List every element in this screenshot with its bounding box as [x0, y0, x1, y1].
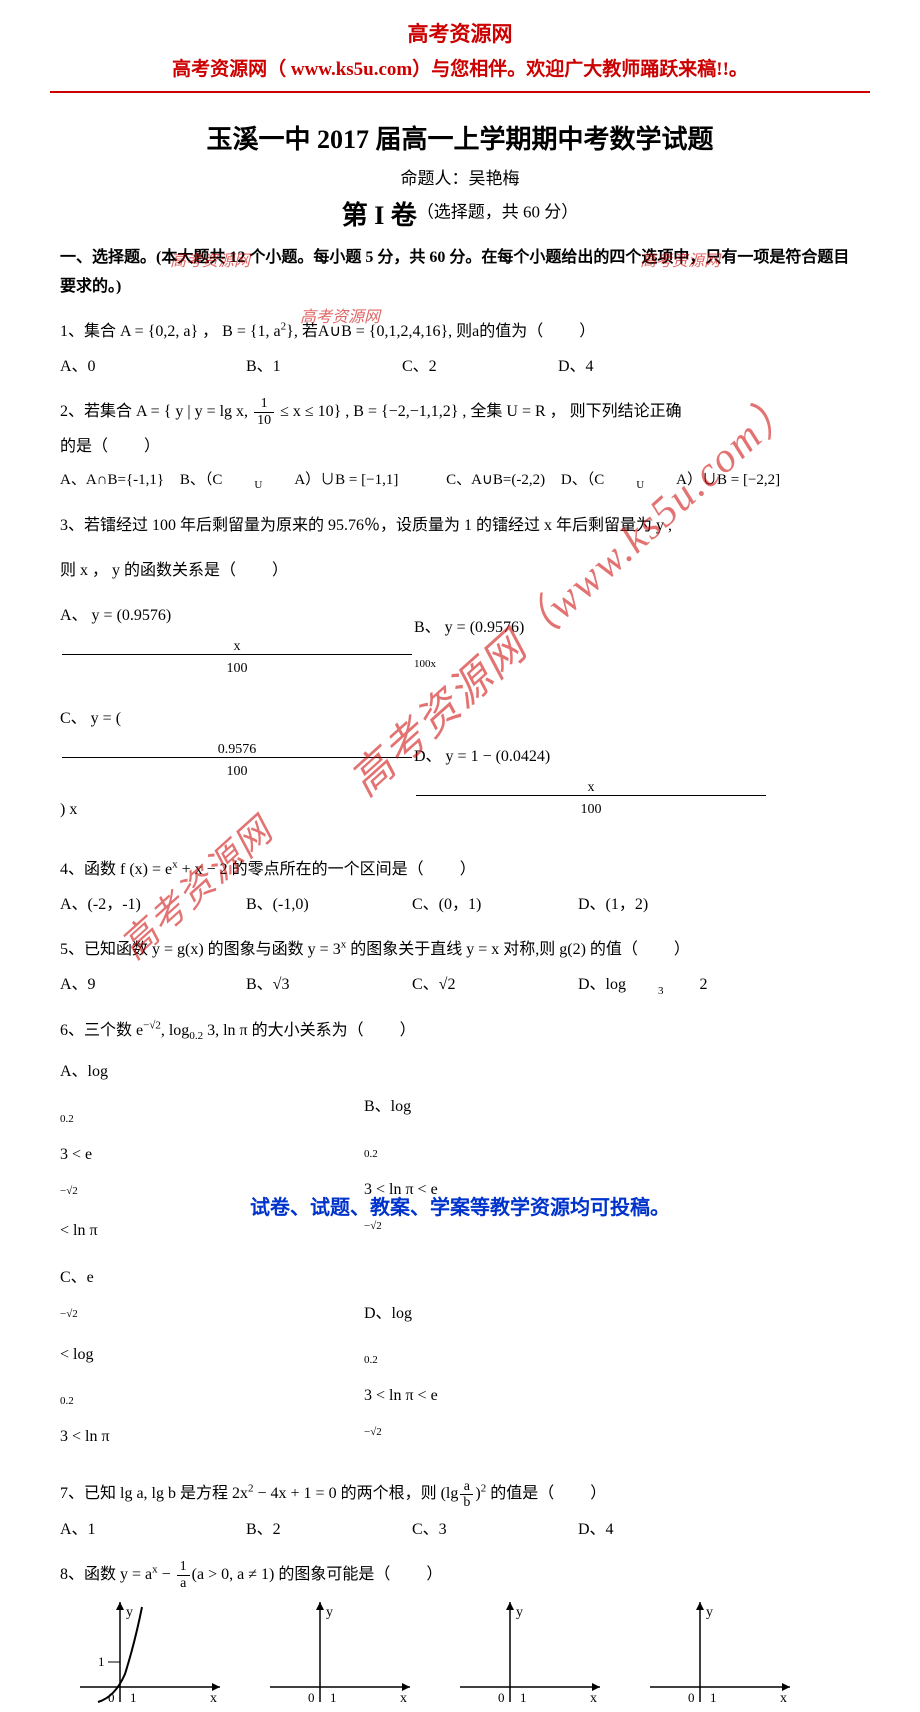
site-title: 高考资源网 — [0, 0, 920, 48]
svg-text:1: 1 — [130, 1690, 137, 1705]
q4-opt-a: A、(-2，-1) — [60, 887, 210, 922]
svg-text:x: x — [590, 1691, 597, 1706]
question-1: 1、集合 A = {0,2, a} ， B = {1, a2}, 若A∪B = … — [60, 314, 860, 384]
q2-text-c: 的是（ — [60, 438, 108, 455]
q5-opt-a: A、9 — [60, 967, 210, 1002]
q2-opt-b: B、（CUA）∪B = [−1,1] — [180, 464, 430, 497]
q2-frac: 110 — [254, 396, 274, 428]
q2-opt-a: A、A∩B={-1,1} — [60, 464, 164, 497]
header-divider — [50, 91, 870, 93]
q8-graphs: y x 0 1 1 y x 0 1 y x 0 1 — [0, 1602, 920, 1712]
question-2: 2、若集合 A = { y | y = lg x, 110 ≤ x ≤ 10} … — [60, 394, 860, 498]
q5-text: 5、已知函数 y = g(x) 的图象与函数 y = 3 — [60, 941, 341, 958]
svg-text:y: y — [516, 1605, 523, 1620]
q2-opt-d: D、（CUA）∪B = [−2,2] — [561, 464, 812, 497]
q1-opt-c: C、2 — [402, 349, 522, 384]
q3-options: A、 y = (0.9576)x100 B、 y = (0.9576)100x … — [60, 598, 860, 842]
q1-opt-a: A、0 — [60, 349, 210, 384]
svg-text:1: 1 — [98, 1654, 105, 1669]
q4-opt-d: D、(1，2) — [578, 887, 648, 922]
q2-opt-c: C、A∪B=(-2,2) — [446, 464, 545, 497]
graph-c: y x 0 1 — [460, 1602, 610, 1712]
question-7: 7、已知 lg a, lg b 是方程 2x2 − 4x + 1 = 0 的两个… — [60, 1476, 860, 1546]
q7-options: A、1 B、2 C、3 D、4 — [60, 1512, 860, 1547]
svg-text:0: 0 — [688, 1690, 695, 1705]
q3-opt-c: C、 y = (0.9576100) x — [60, 701, 410, 833]
site-tagline: 高考资源网（ www.ks5u.com）与您相伴。欢迎广大教师踊跃来稿!!。 — [0, 48, 920, 87]
q3-text-a: 3、若镭经过 100 年后剩留量为原来的 95.76％，设质量为 1 的镭经过 … — [60, 508, 860, 543]
q4-opt-c: C、(0，1) — [412, 887, 542, 922]
q6-opt-c: C、e−√2 < log0.2 3 < ln π — [60, 1260, 360, 1460]
q1-text-b: }, 若A∪B = {0,1,2,4,16}, 则a的值为（ — [286, 323, 543, 340]
svg-text:x: x — [400, 1691, 407, 1706]
section-label: 第 I 卷（选择题，共 60 分） — [0, 193, 920, 244]
q4-text-b: + x − 2 的零点所在的一个区间是（ — [178, 861, 424, 878]
content-area: 一、选择题。(本大题共 12 个小题。每小题 5 分，共 60 分。在每个小题给… — [0, 244, 920, 1592]
q6-opt-b: B、log0.2 3 < ln π < e−√2 — [364, 1089, 714, 1248]
q1-options: A、0 B、1 C、2 D、4 — [60, 349, 860, 384]
exam-author: 命题人：吴艳梅 — [0, 160, 920, 193]
q5-opt-c: C、√2 — [412, 967, 542, 1002]
svg-text:0: 0 — [108, 1690, 115, 1705]
graph-b: y x 0 1 — [270, 1602, 420, 1712]
svg-text:x: x — [210, 1691, 217, 1706]
svg-text:1: 1 — [710, 1690, 717, 1705]
question-6: 6、三个数 e−√2, log0.2 3, ln π 的大小关系为（） A、lo… — [60, 1013, 860, 1467]
question-4: 4、函数 f (x) = ex + x − 2 的零点所在的一个区间是（） A、… — [60, 852, 860, 922]
svg-text:0: 0 — [308, 1690, 315, 1705]
footer-note: 试卷、试题、教案、学案等教学资源均可投稿。 — [0, 1191, 920, 1220]
exam-title: 玉溪一中 2017 届高一上学期期中考数学试题 — [0, 111, 920, 160]
q6-text: 6、三个数 e — [60, 1022, 143, 1039]
q7-opt-d: D、4 — [578, 1512, 614, 1547]
q2-text-b: ≤ x ≤ 10} , B = {−2,−1,1,2} , 全集 U = R ，… — [280, 403, 682, 420]
q5-opt-b: B、√3 — [246, 967, 376, 1002]
q4-text: 4、函数 f (x) = e — [60, 861, 172, 878]
q5-options: A、9 B、√3 C、√2 D、log3 2 — [60, 967, 860, 1002]
q5-opt-d: D、log3 2 — [578, 967, 708, 1002]
graph-a: y x 0 1 1 — [80, 1602, 230, 1712]
svg-text:1: 1 — [520, 1690, 527, 1705]
q7-opt-c: C、3 — [412, 1512, 542, 1547]
svg-text:0: 0 — [498, 1690, 505, 1705]
svg-text:y: y — [326, 1605, 333, 1620]
instructions: 一、选择题。(本大题共 12 个小题。每小题 5 分，共 60 分。在每个小题给… — [60, 244, 860, 302]
q4-opt-b: B、(-1,0) — [246, 887, 376, 922]
q2-text-a: 2、若集合 A = { y | y = lg x, — [60, 403, 248, 420]
q1-opt-d: D、4 — [558, 349, 594, 384]
question-5: 5、已知函数 y = g(x) 的图象与函数 y = 3x 的图象关于直线 y … — [60, 932, 860, 1003]
q2-options: A、A∩B={-1,1} B、（CUA）∪B = [−1,1] C、A∪B=(-… — [60, 464, 860, 497]
q1-text-a: 1、集合 A = {0,2, a} ， B = {1, a — [60, 323, 281, 340]
q6-opt-a: A、log0.2 3 < e−√2 < ln π — [60, 1054, 360, 1254]
q6-opt-d: D、log0.2 3 < ln π < e−√2 — [364, 1296, 714, 1455]
section-big: 第 I 卷 — [342, 201, 417, 230]
svg-text:1: 1 — [330, 1690, 337, 1705]
q7-opt-a: A、1 — [60, 1512, 210, 1547]
q4-options: A、(-2，-1) B、(-1,0) C、(0，1) D、(1，2) — [60, 887, 860, 922]
q6-options: A、log0.2 3 < e−√2 < ln π B、log0.2 3 < ln… — [60, 1054, 860, 1466]
section-small: （选择题，共 60 分） — [417, 202, 579, 221]
q3-text-b: 则 x ， y 的函数关系是（ — [60, 562, 236, 579]
graph-d: y x 0 1 — [650, 1602, 800, 1712]
q8-text: 8、函数 y = a — [60, 1566, 152, 1583]
question-8: 8、函数 y = ax − 1a(a > 0, a ≠ 1) 的图象可能是（） — [60, 1557, 860, 1592]
svg-text:x: x — [780, 1691, 787, 1706]
q3-opt-d: D、 y = 1 − (0.0424)x100 — [414, 739, 764, 836]
q7-text: 7、已知 lg a, lg b 是方程 2x — [60, 1485, 248, 1502]
q1-opt-b: B、1 — [246, 349, 366, 384]
q5-text-b: 的图象关于直线 y = x 对称,则 g(2) 的值（ — [346, 941, 638, 958]
q3-opt-b: B、 y = (0.9576)100x — [414, 610, 764, 686]
question-3: 3、若镭经过 100 年后剩留量为原来的 95.76％，设质量为 1 的镭经过 … — [60, 508, 860, 842]
q6-text-c: 3, ln π 的大小关系为（ — [203, 1022, 364, 1039]
q7-opt-b: B、2 — [246, 1512, 376, 1547]
svg-text:y: y — [706, 1605, 713, 1620]
svg-text:y: y — [126, 1605, 133, 1620]
q3-opt-a: A、 y = (0.9576)x100 — [60, 598, 410, 695]
